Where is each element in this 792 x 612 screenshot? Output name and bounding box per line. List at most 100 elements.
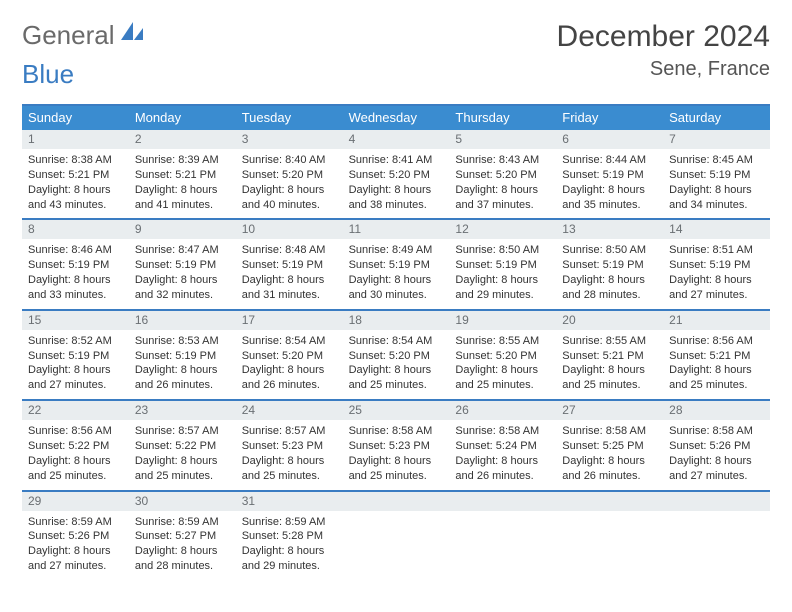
day-sunrise: Sunrise: 8:47 AM bbox=[135, 243, 230, 258]
day-day1: Daylight: 8 hours bbox=[455, 363, 550, 378]
brand-text-gray: General bbox=[22, 20, 115, 51]
day-day2: and 29 minutes. bbox=[242, 559, 337, 574]
day-sunset: Sunset: 5:19 PM bbox=[562, 168, 657, 183]
day-cell: 11Sunrise: 8:49 AMSunset: 5:19 PMDayligh… bbox=[343, 220, 450, 308]
day-sunset: Sunset: 5:21 PM bbox=[28, 168, 123, 183]
day-day1: Daylight: 8 hours bbox=[669, 183, 764, 198]
day-day1: Daylight: 8 hours bbox=[349, 363, 444, 378]
day-detail: Sunrise: 8:59 AMSunset: 5:26 PMDaylight:… bbox=[22, 511, 129, 580]
day-cell: 14Sunrise: 8:51 AMSunset: 5:19 PMDayligh… bbox=[663, 220, 770, 308]
day-day2: and 26 minutes. bbox=[562, 469, 657, 484]
day-sunset: Sunset: 5:21 PM bbox=[135, 168, 230, 183]
day-cell: 2Sunrise: 8:39 AMSunset: 5:21 PMDaylight… bbox=[129, 130, 236, 218]
day-detail: Sunrise: 8:45 AMSunset: 5:19 PMDaylight:… bbox=[663, 149, 770, 218]
day-cell bbox=[663, 492, 770, 580]
day-day2: and 28 minutes. bbox=[135, 559, 230, 574]
day-sunrise: Sunrise: 8:55 AM bbox=[562, 334, 657, 349]
day-number: 29 bbox=[22, 492, 129, 511]
day-detail: Sunrise: 8:44 AMSunset: 5:19 PMDaylight:… bbox=[556, 149, 663, 218]
day-number: 20 bbox=[556, 311, 663, 330]
day-cell: 3Sunrise: 8:40 AMSunset: 5:20 PMDaylight… bbox=[236, 130, 343, 218]
day-number: 2 bbox=[129, 130, 236, 149]
day-sunrise: Sunrise: 8:48 AM bbox=[242, 243, 337, 258]
day-detail: Sunrise: 8:55 AMSunset: 5:20 PMDaylight:… bbox=[449, 330, 556, 399]
day-day2: and 27 minutes. bbox=[669, 288, 764, 303]
day-number: 19 bbox=[449, 311, 556, 330]
day-detail: Sunrise: 8:39 AMSunset: 5:21 PMDaylight:… bbox=[129, 149, 236, 218]
day-day2: and 35 minutes. bbox=[562, 198, 657, 213]
day-cell: 10Sunrise: 8:48 AMSunset: 5:19 PMDayligh… bbox=[236, 220, 343, 308]
day-detail: Sunrise: 8:46 AMSunset: 5:19 PMDaylight:… bbox=[22, 239, 129, 308]
day-sunset: Sunset: 5:27 PM bbox=[135, 529, 230, 544]
day-sunrise: Sunrise: 8:57 AM bbox=[135, 424, 230, 439]
day-cell: 7Sunrise: 8:45 AMSunset: 5:19 PMDaylight… bbox=[663, 130, 770, 218]
day-detail: Sunrise: 8:57 AMSunset: 5:22 PMDaylight:… bbox=[129, 420, 236, 489]
day-cell: 23Sunrise: 8:57 AMSunset: 5:22 PMDayligh… bbox=[129, 401, 236, 489]
day-day2: and 34 minutes. bbox=[669, 198, 764, 213]
day-day1: Daylight: 8 hours bbox=[242, 183, 337, 198]
week-row: 15Sunrise: 8:52 AMSunset: 5:19 PMDayligh… bbox=[22, 311, 770, 401]
day-day1: Daylight: 8 hours bbox=[455, 454, 550, 469]
day-cell: 13Sunrise: 8:50 AMSunset: 5:19 PMDayligh… bbox=[556, 220, 663, 308]
day-sunset: Sunset: 5:19 PM bbox=[669, 168, 764, 183]
day-cell: 16Sunrise: 8:53 AMSunset: 5:19 PMDayligh… bbox=[129, 311, 236, 399]
day-number: 5 bbox=[449, 130, 556, 149]
day-day1: Daylight: 8 hours bbox=[455, 273, 550, 288]
day-sunrise: Sunrise: 8:49 AM bbox=[349, 243, 444, 258]
day-detail: Sunrise: 8:40 AMSunset: 5:20 PMDaylight:… bbox=[236, 149, 343, 218]
day-sunset: Sunset: 5:20 PM bbox=[242, 168, 337, 183]
day-sunset: Sunset: 5:19 PM bbox=[28, 349, 123, 364]
day-sunset: Sunset: 5:23 PM bbox=[242, 439, 337, 454]
day-cell: 21Sunrise: 8:56 AMSunset: 5:21 PMDayligh… bbox=[663, 311, 770, 399]
day-cell: 30 Sunrise: 8:59 AMSunset: 5:27 PMDayligh… bbox=[129, 492, 236, 580]
day-sunrise: Sunrise: 8:50 AM bbox=[455, 243, 550, 258]
day-cell: 18Sunrise: 8:54 AMSunset: 5:20 PMDayligh… bbox=[343, 311, 450, 399]
day-sunset: Sunset: 5:19 PM bbox=[242, 258, 337, 273]
day-day2: and 25 minutes. bbox=[242, 469, 337, 484]
day-day2: and 31 minutes. bbox=[242, 288, 337, 303]
day-day2: and 25 minutes. bbox=[669, 378, 764, 393]
day-day2: and 25 minutes. bbox=[349, 469, 444, 484]
day-sunset: Sunset: 5:21 PM bbox=[669, 349, 764, 364]
day-detail: Sunrise: 8:59 AMSunset: 5:28 PMDaylight:… bbox=[236, 511, 343, 580]
sail-icon bbox=[115, 20, 145, 51]
day-number: 31 bbox=[236, 492, 343, 511]
day-sunset: Sunset: 5:21 PM bbox=[562, 349, 657, 364]
day-day2: and 25 minutes. bbox=[562, 378, 657, 393]
calendar-grid: Sunday Monday Tuesday Wednesday Thursday… bbox=[22, 104, 770, 580]
week-row: 8Sunrise: 8:46 AMSunset: 5:19 PMDaylight… bbox=[22, 220, 770, 310]
day-day1: Daylight: 8 hours bbox=[135, 454, 230, 469]
day-day1: Daylight: 8 hours bbox=[135, 544, 230, 559]
day-day2: and 25 minutes. bbox=[349, 378, 444, 393]
day-sunrise: Sunrise: 8:59 AM bbox=[28, 515, 123, 530]
day-day2: and 26 minutes. bbox=[455, 469, 550, 484]
day-number: 7 bbox=[663, 130, 770, 149]
day-sunset: Sunset: 5:28 PM bbox=[242, 529, 337, 544]
day-sunrise: Sunrise: 8:52 AM bbox=[28, 334, 123, 349]
day-sunrise: Sunrise: 8:39 AM bbox=[135, 153, 230, 168]
day-detail: Sunrise: 8:43 AMSunset: 5:20 PMDaylight:… bbox=[449, 149, 556, 218]
day-number: 24 bbox=[236, 401, 343, 420]
day-sunset: Sunset: 5:20 PM bbox=[349, 349, 444, 364]
day-sunset: Sunset: 5:24 PM bbox=[455, 439, 550, 454]
day-number: 17 bbox=[236, 311, 343, 330]
weekday-tuesday: Tuesday bbox=[236, 106, 343, 130]
day-cell: 17Sunrise: 8:54 AMSunset: 5:20 PMDayligh… bbox=[236, 311, 343, 399]
day-number: 11 bbox=[343, 220, 450, 239]
day-day2: and 25 minutes. bbox=[135, 469, 230, 484]
day-number: 30 bbox=[129, 492, 236, 511]
day-sunrise: Sunrise: 8:59 AM bbox=[135, 515, 230, 530]
day-detail: Sunrise: 8:56 AMSunset: 5:22 PMDaylight:… bbox=[22, 420, 129, 489]
day-day1: Daylight: 8 hours bbox=[562, 454, 657, 469]
page-title: December 2024 bbox=[557, 20, 770, 54]
day-detail: Sunrise: 8:56 AMSunset: 5:21 PMDaylight:… bbox=[663, 330, 770, 399]
day-detail: Sunrise: 8:58 AMSunset: 5:25 PMDaylight:… bbox=[556, 420, 663, 489]
day-detail: Sunrise: 8:52 AMSunset: 5:19 PMDaylight:… bbox=[22, 330, 129, 399]
day-cell: 20 Sunrise: 8:55 AMSunset: 5:21 PMDayligh… bbox=[556, 311, 663, 399]
weekday-header-row: Sunday Monday Tuesday Wednesday Thursday… bbox=[22, 106, 770, 130]
day-sunrise: Sunrise: 8:56 AM bbox=[28, 424, 123, 439]
day-day1: Daylight: 8 hours bbox=[562, 363, 657, 378]
day-cell: 8Sunrise: 8:46 AMSunset: 5:19 PMDaylight… bbox=[22, 220, 129, 308]
day-detail: Sunrise: 8:54 AMSunset: 5:20 PMDaylight:… bbox=[236, 330, 343, 399]
empty-day-bar bbox=[663, 492, 770, 511]
